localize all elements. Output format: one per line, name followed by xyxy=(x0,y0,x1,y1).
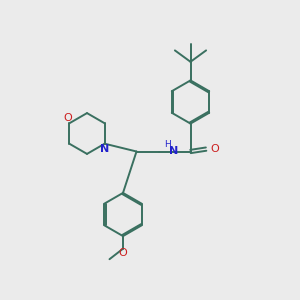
Text: N: N xyxy=(100,144,109,154)
Text: H: H xyxy=(164,140,171,149)
Text: O: O xyxy=(210,144,219,154)
Text: O: O xyxy=(118,248,127,259)
Text: N: N xyxy=(169,146,178,156)
Text: O: O xyxy=(64,113,72,123)
